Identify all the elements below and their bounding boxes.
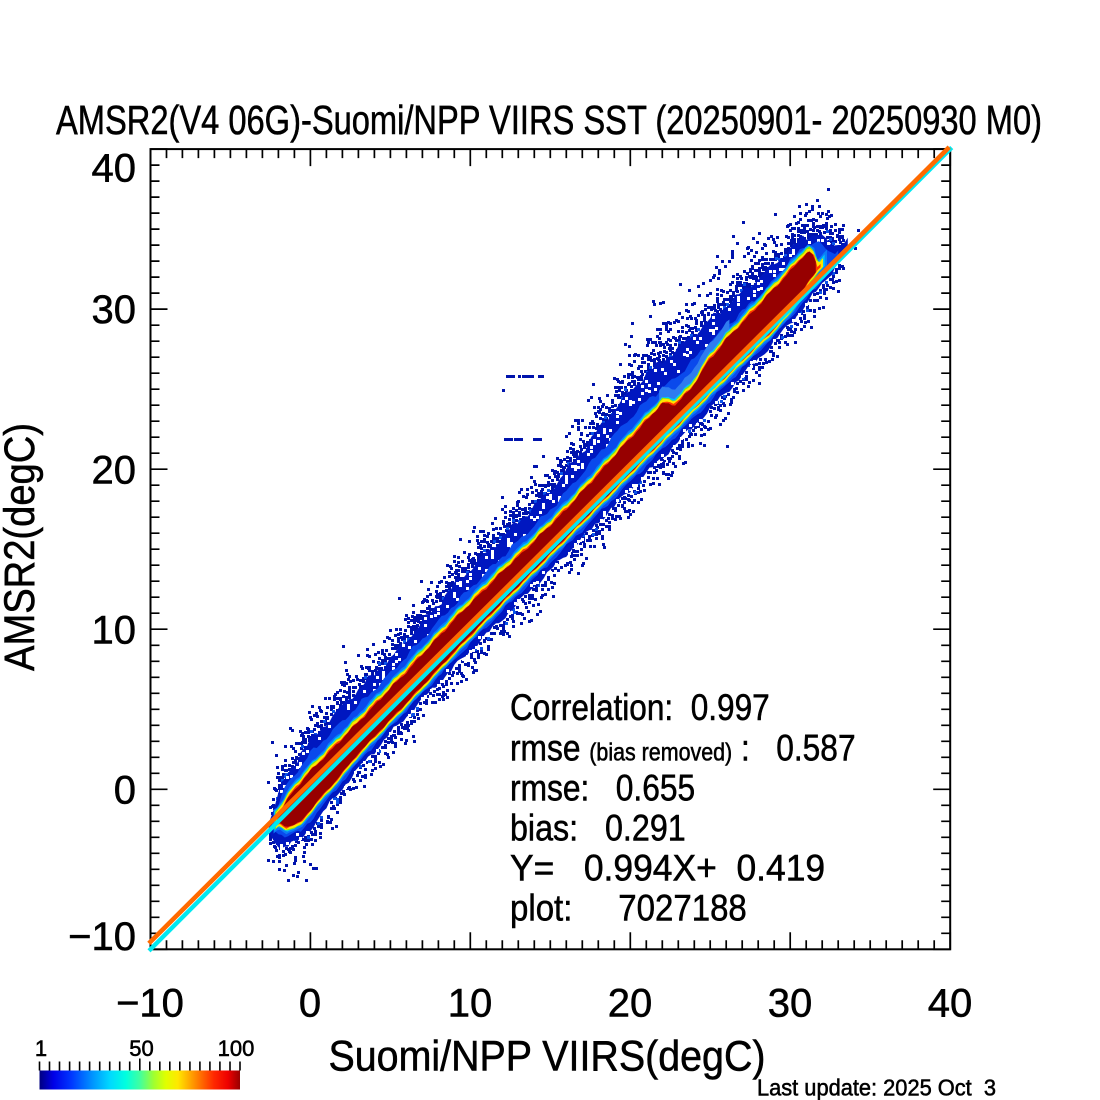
svg-text:rmse (bias removed) : 0.587: rmse (bias removed) : 0.587 <box>510 728 856 769</box>
svg-text:30: 30 <box>92 288 137 332</box>
svg-text:AMSR2(degC): AMSR2(degC) <box>0 423 44 671</box>
svg-text:−10: −10 <box>116 982 184 1026</box>
svg-text:Y= 0.994X+ 0.419: Y= 0.994X+ 0.419 <box>510 848 825 889</box>
svg-text:40: 40 <box>92 147 137 191</box>
svg-text:10: 10 <box>448 982 493 1026</box>
svg-text:Suomi/NPP VIIRS(degC): Suomi/NPP VIIRS(degC) <box>329 1034 766 1081</box>
svg-text:rmse: 0.655: rmse: 0.655 <box>510 768 695 809</box>
svg-text:1: 1 <box>35 1036 47 1061</box>
svg-text:0: 0 <box>114 768 136 812</box>
svg-text:bias: 0.291: bias: 0.291 <box>510 808 686 849</box>
svg-text:50: 50 <box>129 1036 153 1061</box>
svg-text:plot: 7027188: plot: 7027188 <box>510 888 747 929</box>
svg-text:−10: −10 <box>68 915 136 959</box>
svg-text:20: 20 <box>92 448 137 492</box>
svg-text:Last update: 2025 Oct 3: Last update: 2025 Oct 3 <box>757 1075 996 1100</box>
svg-text:20: 20 <box>608 982 653 1026</box>
svg-text:Correlation: 0.997: Correlation: 0.997 <box>510 687 770 728</box>
svg-text:10: 10 <box>92 608 137 652</box>
svg-text:30: 30 <box>768 982 813 1026</box>
svg-text:40: 40 <box>928 982 973 1026</box>
svg-text:AMSR2(V4 06G)-Suomi/NPP VIIRS: AMSR2(V4 06G)-Suomi/NPP VIIRS SST (20250… <box>56 97 1042 143</box>
svg-text:100: 100 <box>218 1036 255 1061</box>
svg-text:0: 0 <box>299 982 321 1026</box>
